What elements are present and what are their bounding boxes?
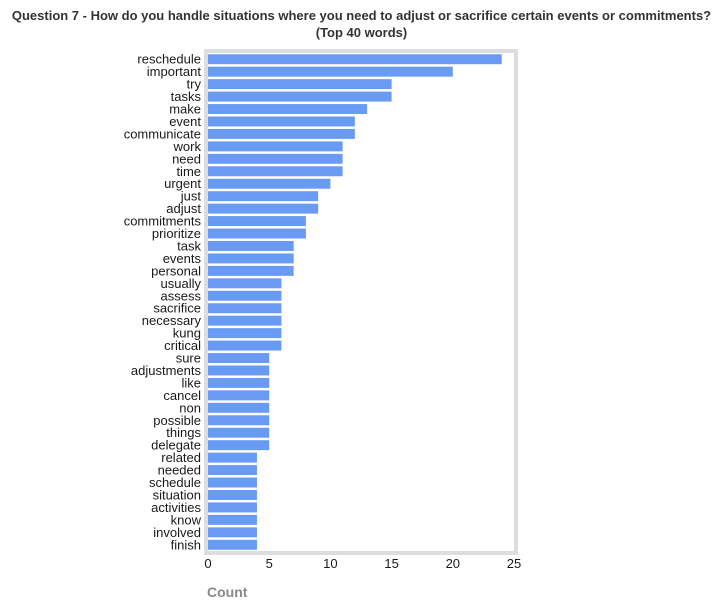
y-tick-label-like: like <box>181 375 201 390</box>
y-tick-label-delegate: delegate <box>151 438 201 453</box>
bar-communicate <box>208 128 355 139</box>
y-tick-label-commitments: commitments <box>124 214 202 229</box>
bar-delegate <box>208 440 270 451</box>
y-tick-label-critical: critical <box>164 338 201 353</box>
chart-subtitle: (Top 40 words) <box>316 25 407 40</box>
bar-sure <box>208 353 270 364</box>
bar-commitments <box>208 216 306 227</box>
y-tick-label-adjust: adjust <box>166 201 201 216</box>
bars-group <box>208 54 502 550</box>
bar-kung <box>208 328 282 339</box>
bar-know <box>208 514 257 525</box>
y-tick-label-need: need <box>172 151 201 166</box>
y-tick-label-urgent: urgent <box>164 176 201 191</box>
bar-work <box>208 141 343 152</box>
y-tick-label-activities: activities <box>151 500 201 515</box>
bar-need <box>208 153 343 164</box>
y-tick-label-prioritize: prioritize <box>152 226 201 241</box>
x-tick-label-0: 0 <box>204 556 211 571</box>
y-tick-label-reschedule: reschedule <box>137 52 201 67</box>
bar-urgent <box>208 178 331 189</box>
bar-non <box>208 402 270 413</box>
y-tick-label-things: things <box>166 425 201 440</box>
bar-adjust <box>208 203 319 214</box>
bar-involved <box>208 527 257 538</box>
y-tick-label-important: important <box>147 64 202 79</box>
y-tick-label-time: time <box>176 164 201 179</box>
bar-related <box>208 452 257 463</box>
bar-activities <box>208 502 257 513</box>
y-tick-label-events: events <box>163 251 202 266</box>
y-tick-label-communicate: communicate <box>124 126 201 141</box>
y-tick-label-know: know <box>171 512 202 527</box>
y-tick-label-usually: usually <box>161 276 202 291</box>
y-tick-label-try: try <box>187 77 202 92</box>
bar-sacrifice <box>208 303 282 314</box>
chart-title: Question 7 - How do you handle situation… <box>12 8 711 23</box>
bar-event <box>208 116 355 127</box>
y-tick-label-related: related <box>161 450 201 465</box>
bar-events <box>208 253 294 264</box>
x-tick-label-15: 15 <box>384 556 398 571</box>
y-tick-label-situation: situation <box>153 487 201 502</box>
bar-critical <box>208 340 282 351</box>
bar-finish <box>208 539 257 550</box>
x-tick-label-25: 25 <box>507 556 521 571</box>
bar-situation <box>208 489 257 500</box>
y-tick-label-necessary: necessary <box>142 313 202 328</box>
y-tick-label-event: event <box>169 114 201 129</box>
y-tick-label-sacrifice: sacrifice <box>153 301 201 316</box>
bar-needed <box>208 465 257 476</box>
bar-assess <box>208 290 282 301</box>
bar-tasks <box>208 91 392 102</box>
bar-personal <box>208 265 294 276</box>
y-tick-label-finish: finish <box>171 537 201 552</box>
y-tick-label-just: just <box>180 189 202 204</box>
x-tick-label-20: 20 <box>446 556 460 571</box>
bar-usually <box>208 278 282 289</box>
bar-adjustments <box>208 365 270 376</box>
bar-like <box>208 377 270 388</box>
bar-time <box>208 166 343 177</box>
y-tick-label-make: make <box>169 102 201 117</box>
y-tick-label-personal: personal <box>151 263 201 278</box>
y-tick-label-involved: involved <box>153 525 201 540</box>
bar-prioritize <box>208 228 306 239</box>
y-tick-label-needed: needed <box>158 463 201 478</box>
y-tick-label-tasks: tasks <box>171 89 202 104</box>
x-axis-tick-labels: 0 5 10 15 20 25 <box>204 556 521 571</box>
bar-important <box>208 66 453 77</box>
x-axis-label: Count <box>207 584 248 600</box>
y-tick-label-kung: kung <box>173 326 201 341</box>
bar-schedule <box>208 477 257 488</box>
y-tick-label-possible: possible <box>153 413 201 428</box>
bar-possible <box>208 415 270 426</box>
y-tick-label-work: work <box>173 139 202 154</box>
bar-task <box>208 240 294 251</box>
y-tick-label-non: non <box>179 400 201 415</box>
y-tick-label-sure: sure <box>176 351 201 366</box>
bar-necessary <box>208 315 282 326</box>
y-tick-label-task: task <box>177 238 201 253</box>
bar-things <box>208 427 270 438</box>
y-axis-tick-labels: rescheduleimportanttrytasksmakeeventcomm… <box>124 52 202 553</box>
bar-make <box>208 104 368 115</box>
bar-just <box>208 191 319 202</box>
y-tick-label-assess: assess <box>161 288 202 303</box>
y-tick-label-adjustments: adjustments <box>131 363 202 378</box>
bar-try <box>208 79 392 90</box>
x-tick-label-5: 5 <box>266 556 273 571</box>
y-tick-label-schedule: schedule <box>149 475 201 490</box>
x-tick-label-10: 10 <box>323 556 337 571</box>
bar-reschedule <box>208 54 502 65</box>
y-tick-label-cancel: cancel <box>163 388 201 403</box>
bar-cancel <box>208 390 270 401</box>
plot-frame <box>204 49 518 555</box>
